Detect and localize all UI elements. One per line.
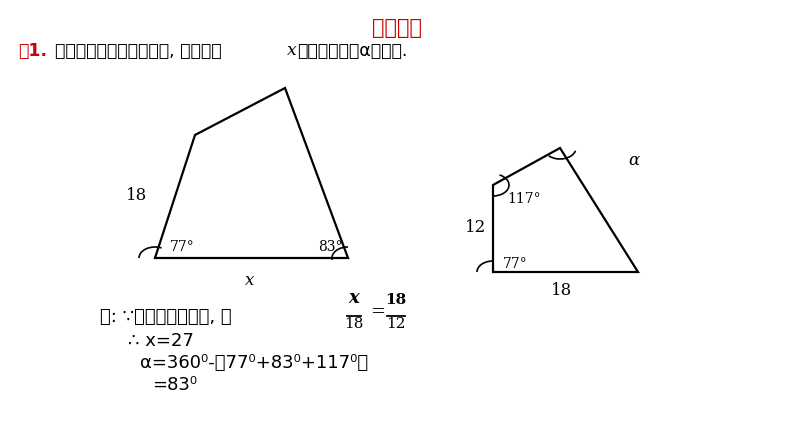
Text: 12: 12	[386, 317, 406, 331]
Text: 的长度和角度α的大小.: 的长度和角度α的大小.	[297, 42, 407, 60]
Text: =: =	[370, 303, 385, 321]
Text: 例1.: 例1.	[18, 42, 47, 60]
Text: 解: ∵两个四边形相似, 则: 解: ∵两个四边形相似, 则	[100, 308, 232, 326]
Text: 18: 18	[126, 186, 148, 203]
Text: 18: 18	[385, 293, 407, 307]
Text: =83⁰: =83⁰	[152, 376, 197, 394]
Text: 如图所示的相似四边形中, 求未知边: 如图所示的相似四边形中, 求未知边	[55, 42, 222, 60]
Text: 117°: 117°	[507, 192, 541, 206]
Text: 12: 12	[465, 219, 487, 236]
Text: x: x	[349, 289, 360, 307]
Text: 83°: 83°	[318, 240, 342, 254]
Text: ∴ x=27: ∴ x=27	[128, 332, 194, 350]
Text: 77°: 77°	[503, 257, 528, 271]
Text: 应用举例: 应用举例	[372, 18, 422, 38]
Text: 18: 18	[345, 317, 364, 331]
Text: α: α	[628, 152, 639, 169]
Text: x: x	[287, 42, 297, 59]
Text: 18: 18	[551, 282, 572, 299]
Text: x: x	[245, 272, 255, 289]
Text: 77°: 77°	[170, 240, 195, 254]
Text: α=360⁰-（77⁰+83⁰+117⁰）: α=360⁰-（77⁰+83⁰+117⁰）	[140, 354, 368, 372]
